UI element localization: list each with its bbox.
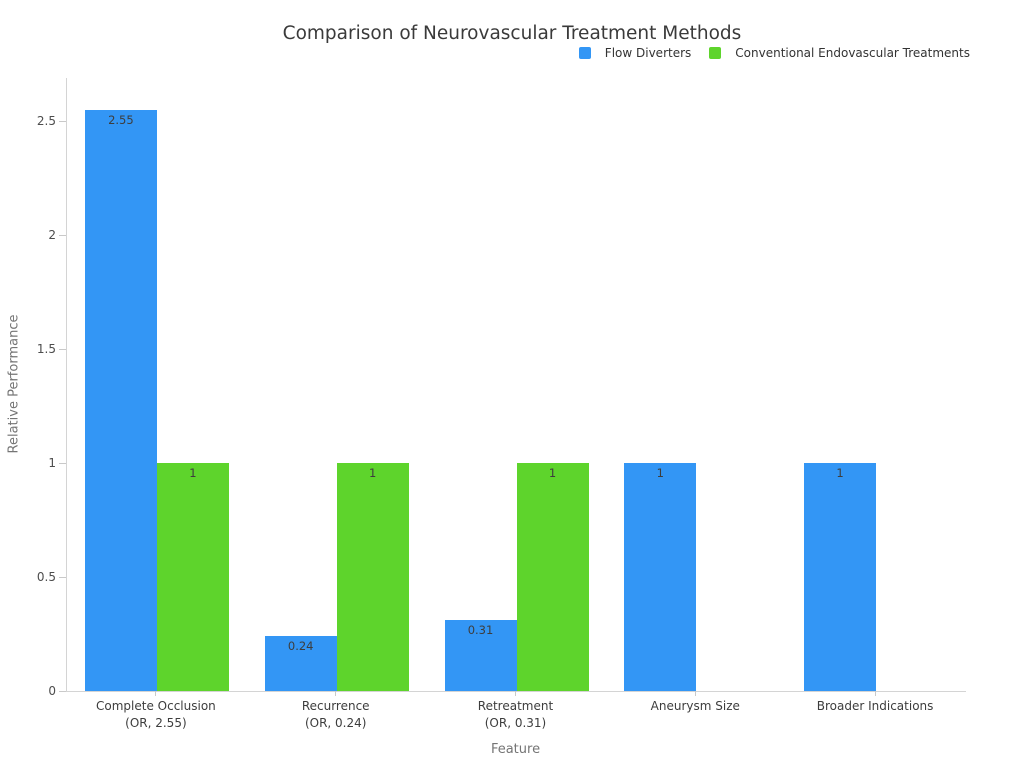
bar-flow-diverters-retreatment[interactable] [444, 620, 517, 691]
x-tick-mark [694, 691, 696, 696]
legend-label: Flow Diverters [604, 46, 692, 60]
x-tick-label-retreatment: Retreatment (OR, 0.31) [426, 698, 606, 732]
y-tick-mark [59, 120, 66, 122]
x-tick-label-line1: Broader Indications [816, 699, 934, 713]
y-tick-mark [59, 576, 66, 578]
chart-title: Comparison of Neurovascular Treatment Me… [282, 23, 742, 44]
bar-value-label: 2.55 [108, 112, 134, 127]
x-tick-mark [515, 691, 516, 696]
x-tick-mark [335, 691, 337, 696]
bar-conventional-endovascular-treatments-recurrence[interactable] [336, 463, 409, 691]
x-tick-label-line2: (OR, 0.31) [484, 716, 547, 730]
legend-item-conventional-endovascular-treatments[interactable]: Conventional Endovascular Treatments [709, 46, 970, 60]
bar-flow-diverters-aneurysm-size[interactable] [624, 463, 697, 691]
x-tick-label-line2: (OR, 2.55) [125, 716, 187, 730]
y-tick-label: 1 [48, 456, 56, 471]
x-tick-mark [874, 691, 876, 696]
bar-value-label: 1 [548, 466, 557, 481]
x-tick-label-line2: (OR, 0.24) [304, 716, 367, 730]
y-tick-label: 0 [48, 684, 56, 698]
bar-value-label: 0.24 [287, 639, 314, 654]
x-tick-label-aneurysm-size: Aneurysm Size [605, 698, 785, 715]
bar-value-label: 1 [836, 466, 844, 481]
x-tick-label-broader-indications: Broader Indications [785, 698, 965, 715]
y-tick-mark [59, 348, 66, 350]
legend-swatch-icon [709, 47, 722, 59]
x-axis-title: Feature [490, 742, 541, 757]
plot-area: 2.55 0.24 0.31 1 1 1 1 1 [66, 78, 966, 692]
x-tick-label-line1: Complete Occlusion [96, 699, 216, 713]
bar-value-label: 1 [189, 466, 197, 481]
y-tick-mark [59, 462, 66, 464]
x-tick-label-line1: Recurrence [301, 699, 370, 713]
x-tick-label-recurrence: Recurrence (OR, 0.24) [246, 698, 426, 732]
bar-value-label: 0.31 [467, 623, 494, 638]
legend-label: Conventional Endovascular Treatments [735, 46, 970, 60]
y-axis-title: Relative Performance [6, 314, 22, 454]
legend-item-flow-diverters[interactable]: Flow Diverters [578, 46, 692, 60]
x-tick-mark [155, 691, 157, 696]
x-tick-label-complete-occlusion: Complete Occlusion (OR, 2.55) [66, 698, 246, 732]
legend-swatch-icon [578, 47, 591, 59]
x-tick-label-line1: Aneurysm Size [650, 699, 740, 713]
y-tick-label: 1.5 [36, 342, 56, 357]
bar-value-label: 1 [369, 466, 377, 481]
bar-value-label: 1 [656, 466, 664, 481]
y-tick-label: 0.5 [36, 570, 56, 585]
y-tick-mark [59, 690, 66, 692]
y-tick-label: 2.5 [36, 114, 56, 129]
bar-flow-diverters-complete-occlusion[interactable] [84, 109, 157, 691]
bar-conventional-endovascular-treatments-complete-occlusion[interactable] [156, 463, 229, 691]
bar-conventional-endovascular-treatments-retreatment[interactable] [516, 463, 589, 691]
bar-flow-diverters-recurrence[interactable] [264, 636, 337, 691]
y-tick-label: 2 [48, 228, 56, 243]
legend: Flow Diverters Conventional Endovascular … [578, 46, 970, 60]
x-tick-label-line1: Retreatment [477, 699, 554, 713]
bar-flow-diverters-broader-indications[interactable] [804, 463, 877, 691]
y-tick-mark [59, 234, 66, 236]
